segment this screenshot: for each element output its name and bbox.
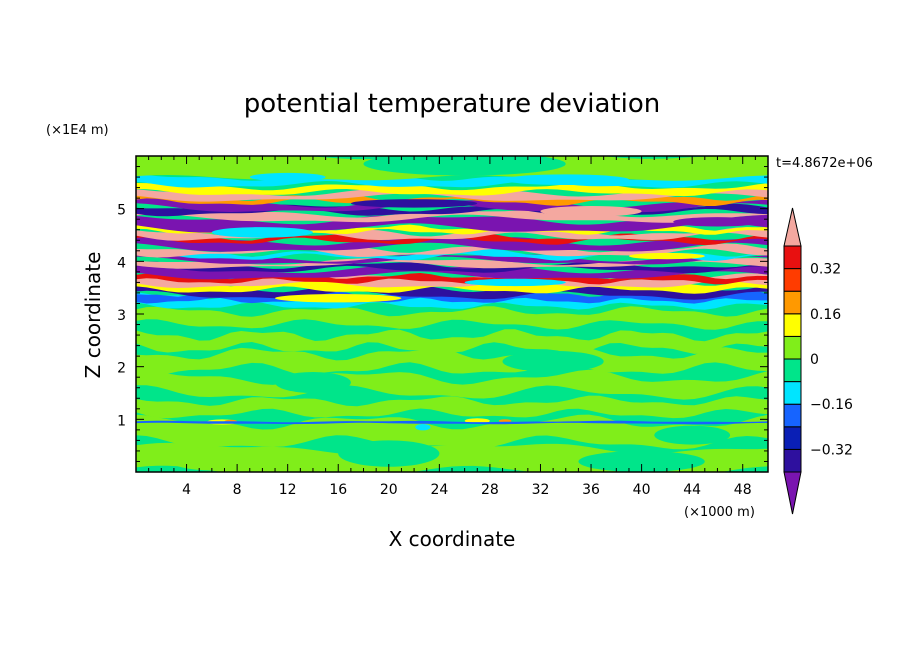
contour-blob-8 bbox=[338, 440, 440, 467]
contour-blob-42 bbox=[211, 227, 313, 238]
contour-band-31 bbox=[136, 235, 768, 252]
chart-title: potential temperature deviation bbox=[244, 89, 660, 119]
colorbar-segment-3 bbox=[783, 381, 802, 405]
colorbar: 0.32 0.16 0 −0.16 −0.32 bbox=[783, 207, 853, 515]
contour-blob-7 bbox=[167, 447, 256, 471]
contour-band-3 bbox=[136, 369, 768, 400]
x-tick-label-0: 4 bbox=[182, 482, 191, 498]
contour-band-41 bbox=[136, 182, 768, 197]
y-tick-label-3: 4 bbox=[117, 255, 126, 271]
contour-band-5 bbox=[136, 329, 768, 354]
x-tick-label-1: 8 bbox=[233, 482, 242, 498]
contour-blob-45 bbox=[629, 252, 705, 260]
contour-blob-10 bbox=[654, 425, 731, 445]
contour-blob-11 bbox=[275, 372, 351, 393]
y-tick-label-2: 3 bbox=[117, 308, 126, 324]
colorbar-segment-1 bbox=[783, 426, 802, 450]
contour-band-6 bbox=[136, 306, 768, 330]
x-tick-label-9: 40 bbox=[633, 482, 651, 498]
x-tick-label-10: 44 bbox=[683, 482, 701, 498]
x-tick-label-3: 16 bbox=[329, 482, 347, 498]
x-tick-label-4: 20 bbox=[380, 482, 398, 498]
x-tick-label-2: 12 bbox=[279, 482, 297, 498]
heatmap-field bbox=[136, 156, 768, 472]
contour-blob-17 bbox=[415, 424, 431, 431]
contour-blob-53 bbox=[502, 174, 629, 185]
colorbar-label-0: 0.32 bbox=[810, 262, 841, 278]
x-tick-label-11: 48 bbox=[734, 482, 752, 498]
contour-blob-44 bbox=[464, 278, 566, 287]
y-tick-label-1: 2 bbox=[117, 361, 126, 377]
y-scale-label: (×1E4 m) bbox=[46, 123, 109, 138]
colorbar-under-triangle bbox=[783, 471, 802, 515]
x-axis-label: X coordinate bbox=[389, 527, 516, 551]
contour-band-35 bbox=[136, 214, 768, 233]
contour-blob-46 bbox=[540, 206, 642, 217]
contour-blob-12 bbox=[502, 350, 604, 372]
colorbar-label-3: −0.16 bbox=[810, 397, 853, 413]
contour-band-40 bbox=[136, 187, 768, 202]
contour-band-36 bbox=[136, 208, 768, 223]
x-tick-label-8: 36 bbox=[582, 482, 600, 498]
contour-blob-9 bbox=[578, 451, 705, 472]
colorbar-segment-9 bbox=[783, 245, 802, 270]
colorbar-segment-6 bbox=[783, 313, 802, 337]
y-axis-label: Z coordinate bbox=[81, 252, 105, 379]
x-scale-label: (×1000 m) bbox=[684, 505, 755, 520]
contour-band-28 bbox=[136, 252, 768, 265]
colorbar-segment-8 bbox=[783, 268, 802, 292]
colorbar-label-2: 0 bbox=[810, 352, 819, 368]
y-axis-ticks: 1 2 3 4 5 bbox=[117, 166, 768, 462]
contour-blob-51 bbox=[363, 156, 566, 176]
colorbar-over-triangle bbox=[783, 207, 802, 247]
time-label: t=4.8672e+06 bbox=[776, 156, 873, 171]
contour-band-18 bbox=[136, 420, 768, 425]
contour-band-27 bbox=[136, 258, 768, 269]
colorbar-segment-2 bbox=[783, 403, 802, 428]
x-tick-label-5: 24 bbox=[430, 482, 448, 498]
colorbar-segment-5 bbox=[783, 335, 802, 360]
colorbar-label-4: −0.32 bbox=[810, 442, 853, 458]
colorbar-segment-0 bbox=[783, 448, 802, 473]
y-tick-label-4: 5 bbox=[117, 203, 126, 219]
x-axis-ticks: 4 8 12 16 20 24 28 32 36 40 44 48 bbox=[148, 156, 756, 498]
colorbar-segment-4 bbox=[783, 358, 802, 383]
colorbar-label-1: 0.16 bbox=[810, 307, 841, 323]
contour-blob-16 bbox=[498, 419, 512, 423]
contour-band-25 bbox=[136, 264, 768, 280]
contour-band-29 bbox=[136, 249, 768, 261]
contour-blob-52 bbox=[249, 172, 326, 182]
contour-band-2 bbox=[136, 395, 768, 419]
y-tick-label-0: 1 bbox=[117, 413, 126, 429]
x-tick-label-6: 28 bbox=[481, 482, 499, 498]
x-tick-label-7: 32 bbox=[532, 482, 550, 498]
contour-blob-48 bbox=[673, 217, 762, 227]
contour-blob-47 bbox=[350, 199, 478, 208]
contour-blob-43 bbox=[275, 294, 402, 303]
colorbar-segment-7 bbox=[783, 290, 802, 315]
contour-band-4 bbox=[136, 346, 768, 376]
